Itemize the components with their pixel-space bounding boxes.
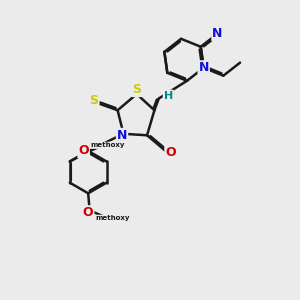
Text: S: S	[132, 83, 141, 96]
Text: N: N	[199, 61, 209, 74]
Text: O: O	[165, 146, 176, 159]
Text: N: N	[212, 27, 223, 40]
Text: methoxy: methoxy	[90, 142, 125, 148]
Text: O: O	[83, 206, 94, 219]
Text: S: S	[90, 94, 99, 107]
Text: methoxy: methoxy	[95, 215, 130, 221]
Text: O: O	[78, 144, 89, 158]
Text: N: N	[117, 129, 127, 142]
Text: H: H	[164, 91, 173, 100]
